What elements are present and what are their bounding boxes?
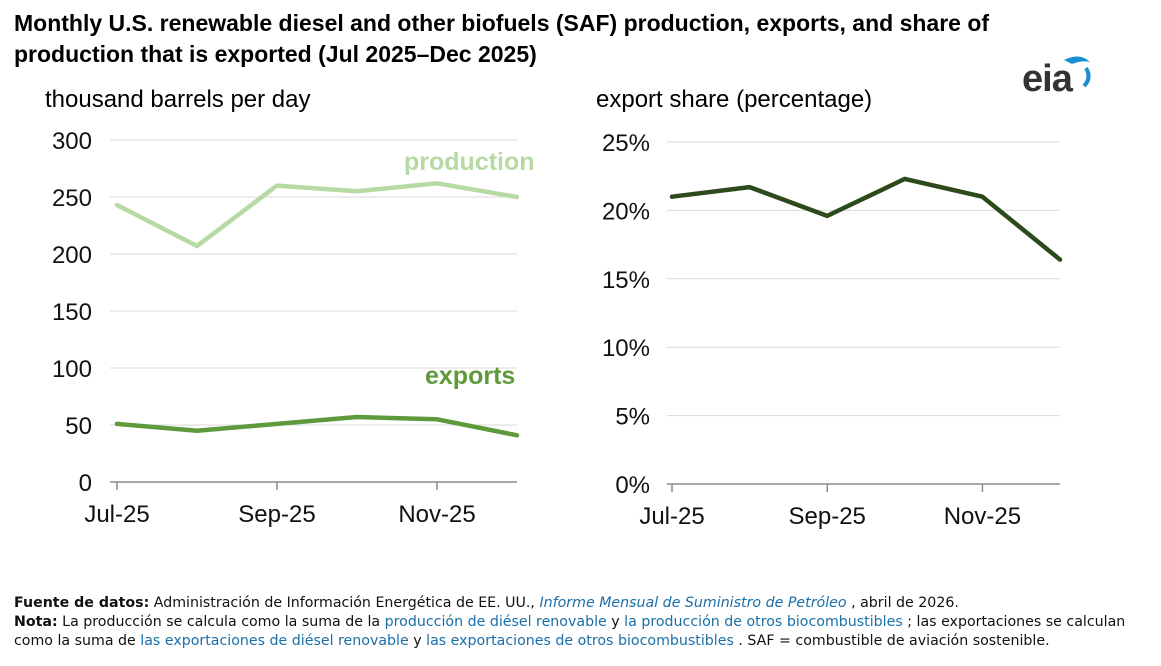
note-link-3[interactable]: las exportaciones de diésel renovable [140, 633, 409, 649]
left-series-label-exports: exports [425, 362, 515, 390]
charts-canvas: 0 50 100 150 200 250 300 Jul-25 Sep-25 Nov-25 prod… [52, 128, 1063, 530]
left-ytick-label: 200 [52, 242, 92, 269]
left-ytick-label: 0 [79, 470, 92, 497]
source-text: Administración de Información Energética… [149, 595, 540, 611]
note-text-1: La producción se calcula como la suma de… [57, 614, 385, 630]
eia-logo-text: eia [1022, 58, 1073, 100]
right-ytick-label: 10% [602, 335, 650, 362]
left-series-line-production [114, 181, 520, 249]
eia-logo-arc-icon [1064, 56, 1091, 88]
note-text-4: y [408, 633, 427, 649]
note-link-2[interactable]: la producción de otros biocombustibles [624, 614, 903, 630]
note-link-1[interactable]: producción de diésel renovable [384, 614, 607, 630]
left-series-line-exports [114, 414, 520, 438]
note-link-4[interactable]: las exportaciones de otros biocombustibl… [426, 633, 734, 649]
footer: Fuente de datos: Administración de Infor… [14, 594, 1154, 651]
chart-title: Monthly U.S. renewable diesel and other … [14, 10, 990, 67]
right-ytick-label: 0% [615, 472, 650, 499]
note-line: Nota: La producción se calcula como la s… [14, 613, 1154, 651]
note-text-5: . SAF = combustible de aviación sostenib… [733, 633, 1050, 649]
note-text-3: ; las exportaciones se calculan como la … [14, 614, 1126, 649]
left-ytick-label: 100 [52, 356, 92, 383]
left-ytick-label: 300 [52, 128, 92, 155]
source-link[interactable]: Informe Mensual de Suministro de Petróle… [539, 595, 847, 611]
left-series-label-production: production [404, 148, 535, 176]
source-end: , abril de 2026. [846, 595, 959, 611]
note-label: Nota: [14, 614, 58, 630]
note-text-2: y [606, 614, 625, 630]
right-series-line-share [669, 176, 1063, 262]
right-xtick-label: Nov-25 [944, 503, 1021, 530]
right-chart-ylabel: export share (percentage) [596, 86, 873, 113]
left-ytick-label: 250 [52, 185, 92, 212]
source-line: Fuente de datos: Administración de Infor… [14, 594, 1154, 613]
right-xtick-label: Jul-25 [639, 503, 704, 530]
left-ytick-label: 50 [65, 413, 92, 440]
left-ytick-label: 150 [52, 299, 92, 326]
left-xtick-label: Jul-25 [84, 501, 149, 528]
right-ytick-label: 20% [602, 198, 650, 225]
right-xtick-label: Sep-25 [789, 503, 866, 530]
left-xtick-label: Sep-25 [238, 501, 315, 528]
right-ytick-label: 25% [602, 130, 650, 157]
left-xtick-label: Nov-25 [398, 501, 475, 528]
source-label: Fuente de datos: [14, 595, 150, 611]
right-ytick-label: 5% [615, 404, 650, 431]
left-chart-ylabel: thousand barrels per day [45, 86, 311, 113]
right-ytick-label: 15% [602, 267, 650, 294]
eia-logo: eia [1010, 50, 1096, 102]
